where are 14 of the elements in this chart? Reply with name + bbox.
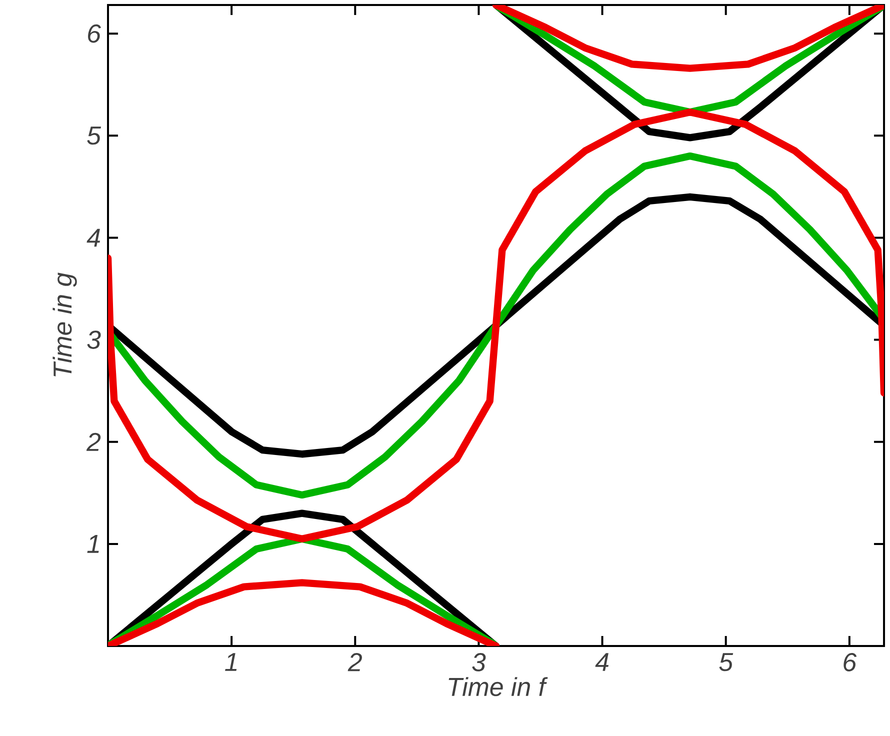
y-tick-label: 2 bbox=[86, 432, 101, 451]
x-axis-title: Time in f bbox=[448, 677, 548, 696]
y-tick-label: 6 bbox=[88, 24, 101, 43]
y-axis-title: Time in g bbox=[52, 272, 77, 376]
y-tick-label: 5 bbox=[87, 126, 102, 145]
y-tick-label: 4 bbox=[86, 228, 100, 247]
x-tick-label: 2 bbox=[348, 653, 362, 672]
x-tick-label: 3 bbox=[472, 653, 486, 672]
y-tick-label: 1 bbox=[87, 535, 99, 553]
x-tick-label: 5 bbox=[719, 653, 734, 672]
x-tick-label: 4 bbox=[595, 653, 609, 671]
x-tick-label: 1 bbox=[225, 653, 237, 671]
y-tick-label: 3 bbox=[87, 330, 101, 349]
x-tick-label: 6 bbox=[844, 653, 857, 672]
